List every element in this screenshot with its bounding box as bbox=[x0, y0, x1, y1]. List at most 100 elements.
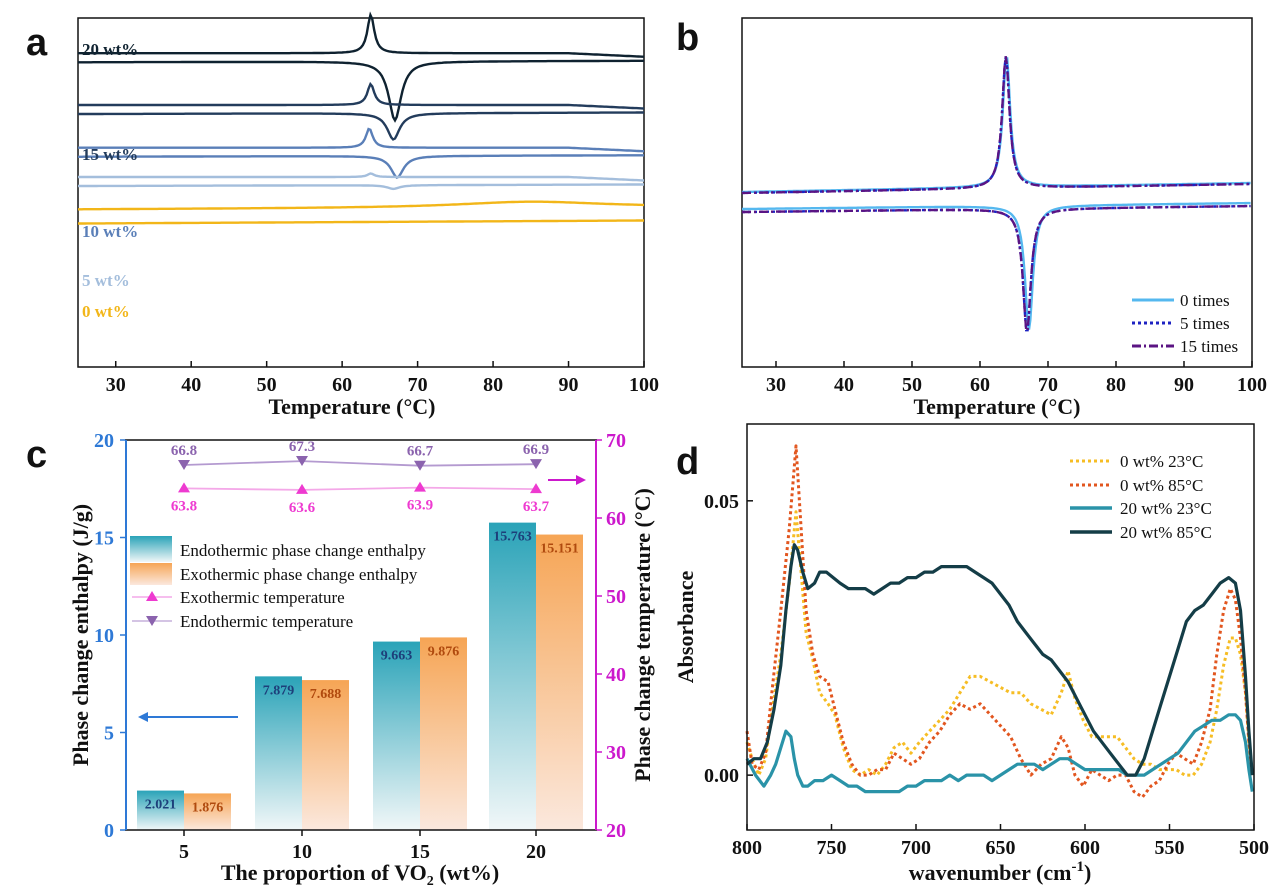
bar-exo bbox=[420, 637, 467, 830]
panel-c-ytick-label: 15 bbox=[94, 528, 114, 550]
panel-b-xtick-label: 100 bbox=[1237, 374, 1267, 396]
panel-b-xlabel: Temperature (°C) bbox=[913, 394, 1080, 419]
panel-c-xlabel-sub: 2 bbox=[427, 874, 434, 887]
endo-temp-marker bbox=[178, 459, 190, 470]
exo-temp-marker bbox=[530, 483, 542, 494]
curve-0wt-85C bbox=[745, 444, 1254, 799]
series-label-20wt: 20 wt% bbox=[82, 40, 138, 59]
exo-temp-label: 63.9 bbox=[407, 498, 433, 514]
legend-label-endo-bar: Endothermic phase change enthalpy bbox=[180, 541, 426, 560]
panel-a-xlabel: Temperature (°C) bbox=[268, 394, 435, 419]
panel-b: b 30 40 50 60 70 80 90 100 0 times 5 times 15 t… bbox=[676, 17, 1267, 419]
panel-a-ticks: 30 40 50 60 70 80 90 100 bbox=[106, 361, 659, 396]
bar-endo-label: 15.763 bbox=[493, 530, 532, 545]
bar-exo bbox=[184, 793, 231, 830]
panel-c-xtick-label: 10 bbox=[292, 841, 312, 863]
legend-swatch-exo-bar bbox=[130, 563, 172, 585]
curve-0wt-23C bbox=[745, 510, 1254, 777]
curve-15-times-exo bbox=[741, 56, 1251, 195]
curve-20wt-exo bbox=[78, 11, 644, 58]
curve-0-times-endo bbox=[742, 201, 1251, 330]
panel-c-ytick-right-label: 70 bbox=[606, 430, 626, 452]
legend-label-5-times: 5 times bbox=[1180, 314, 1230, 333]
panel-c-ytick-right-label: 40 bbox=[606, 664, 626, 686]
panel-c-ytick-label: 10 bbox=[94, 625, 114, 647]
panel-b-xtick-label: 60 bbox=[970, 374, 990, 396]
panel-d-legend: 0 wt% 23°C 0 wt% 85°C 20 wt% 23°C 20 wt%… bbox=[1070, 452, 1212, 542]
bar-exo bbox=[302, 680, 349, 830]
bar-endo bbox=[489, 522, 536, 830]
endo-temp-label: 66.8 bbox=[171, 443, 197, 459]
curve-10wt-exo bbox=[78, 127, 644, 153]
legend-label-endo-temp: Endothermic temperature bbox=[180, 612, 353, 631]
bar-endo bbox=[373, 641, 420, 830]
panel-b-xtick-label: 80 bbox=[1106, 374, 1126, 396]
bar-endo-label: 9.663 bbox=[381, 649, 413, 664]
bar-endo-label: 7.879 bbox=[263, 683, 295, 698]
right-axis-arrowhead bbox=[576, 475, 586, 485]
series-label-10wt: 10 wt% bbox=[82, 222, 138, 241]
legend-swatch-endo-bar bbox=[130, 536, 172, 562]
panel-c-xtick-label: 20 bbox=[526, 841, 546, 863]
curve-20wt-85C bbox=[745, 543, 1254, 777]
panel-c-label: c bbox=[26, 434, 47, 476]
panel-d-xtick-label: 500 bbox=[1239, 837, 1269, 859]
legend-label-0-times: 0 times bbox=[1180, 291, 1230, 310]
panel-a-xtick-label: 80 bbox=[483, 374, 503, 396]
panel-c-ytick-label: 0 bbox=[104, 820, 114, 842]
curve-5-times-endo bbox=[742, 204, 1251, 332]
panel-a-xtick-label: 70 bbox=[408, 374, 428, 396]
legend-marker-exo-temp bbox=[146, 591, 158, 601]
curve-20wt-endo bbox=[78, 59, 644, 123]
panel-c-xtick-label: 15 bbox=[410, 841, 430, 863]
exo-temp-marker bbox=[296, 483, 308, 494]
legend-label-15-times: 15 times bbox=[1180, 337, 1238, 356]
panel-a-label: a bbox=[26, 22, 48, 64]
exo-temp-label: 63.8 bbox=[171, 498, 197, 514]
panel-d-xtick-label: 550 bbox=[1155, 837, 1185, 859]
panel-d-xlabel: wavenumber (cm-1) bbox=[909, 859, 1092, 885]
curve-15wt-exo bbox=[78, 81, 645, 110]
exo-temp-label: 63.6 bbox=[289, 500, 316, 516]
panel-c-ylabel: Phase change enthalpy (J/g) bbox=[68, 504, 93, 766]
panel-c-legend: Endothermic phase change enthalpy Exothe… bbox=[130, 536, 426, 631]
panel-c-ylabel-right: Phase change temperature (°C) bbox=[630, 488, 655, 782]
exo-temp-line bbox=[183, 486, 537, 491]
series-label-15wt: 15 wt% bbox=[82, 145, 138, 164]
panel-c-xlabel: The proportion of VO2 (wt%) bbox=[221, 860, 499, 887]
curve-0wt-endo bbox=[78, 219, 644, 225]
legend-marker-endo-temp bbox=[146, 616, 158, 626]
endo-temp-label: 67.3 bbox=[289, 439, 315, 455]
panel-b-curves bbox=[741, 56, 1251, 332]
endo-temp-marker bbox=[414, 460, 426, 471]
panel-c-ytick-right-label: 20 bbox=[606, 820, 626, 842]
panel-c-ytick-label: 20 bbox=[94, 430, 114, 452]
panel-b-xtick-label: 30 bbox=[766, 374, 786, 396]
panel-c-xtick-label: 5 bbox=[179, 841, 189, 863]
exo-temp-marker bbox=[414, 481, 426, 492]
panel-c-ytick-label: 5 bbox=[104, 723, 114, 745]
panel-a-curves bbox=[78, 11, 645, 225]
panel-d-xlabel-main: wavenumber (cm bbox=[909, 860, 1072, 885]
endo-temp-label: 66.9 bbox=[523, 442, 549, 458]
panel-d-xtick-label: 650 bbox=[986, 837, 1016, 859]
panel-b-xtick-label: 90 bbox=[1174, 374, 1194, 396]
bar-exo-label: 7.688 bbox=[310, 687, 342, 702]
panel-d-label: d bbox=[676, 441, 699, 483]
panel-b-legend: 0 times 5 times 15 times bbox=[1132, 291, 1238, 356]
panel-b-ticks: 30 40 50 60 70 80 90 100 bbox=[766, 361, 1267, 396]
panel-a-xtick-label: 40 bbox=[181, 374, 201, 396]
endo-temp-label: 66.7 bbox=[407, 444, 434, 460]
endo-temp-line bbox=[183, 460, 537, 467]
panel-d-xtick-label: 800 bbox=[732, 837, 762, 859]
panel-a-xtick-label: 50 bbox=[257, 374, 277, 396]
legend-label-exo-temp: Exothermic temperature bbox=[180, 588, 345, 607]
panel-d-xtick-label: 750 bbox=[817, 837, 847, 859]
bar-exo-label: 1.876 bbox=[192, 800, 224, 815]
panel-d-xlabel-sup: -1 bbox=[1071, 859, 1084, 875]
panel-c-ytick-right-label: 60 bbox=[606, 508, 626, 530]
bar-exo-label: 9.876 bbox=[428, 644, 460, 659]
endo-temp-marker bbox=[530, 459, 542, 470]
curve-10wt-endo bbox=[78, 154, 644, 180]
